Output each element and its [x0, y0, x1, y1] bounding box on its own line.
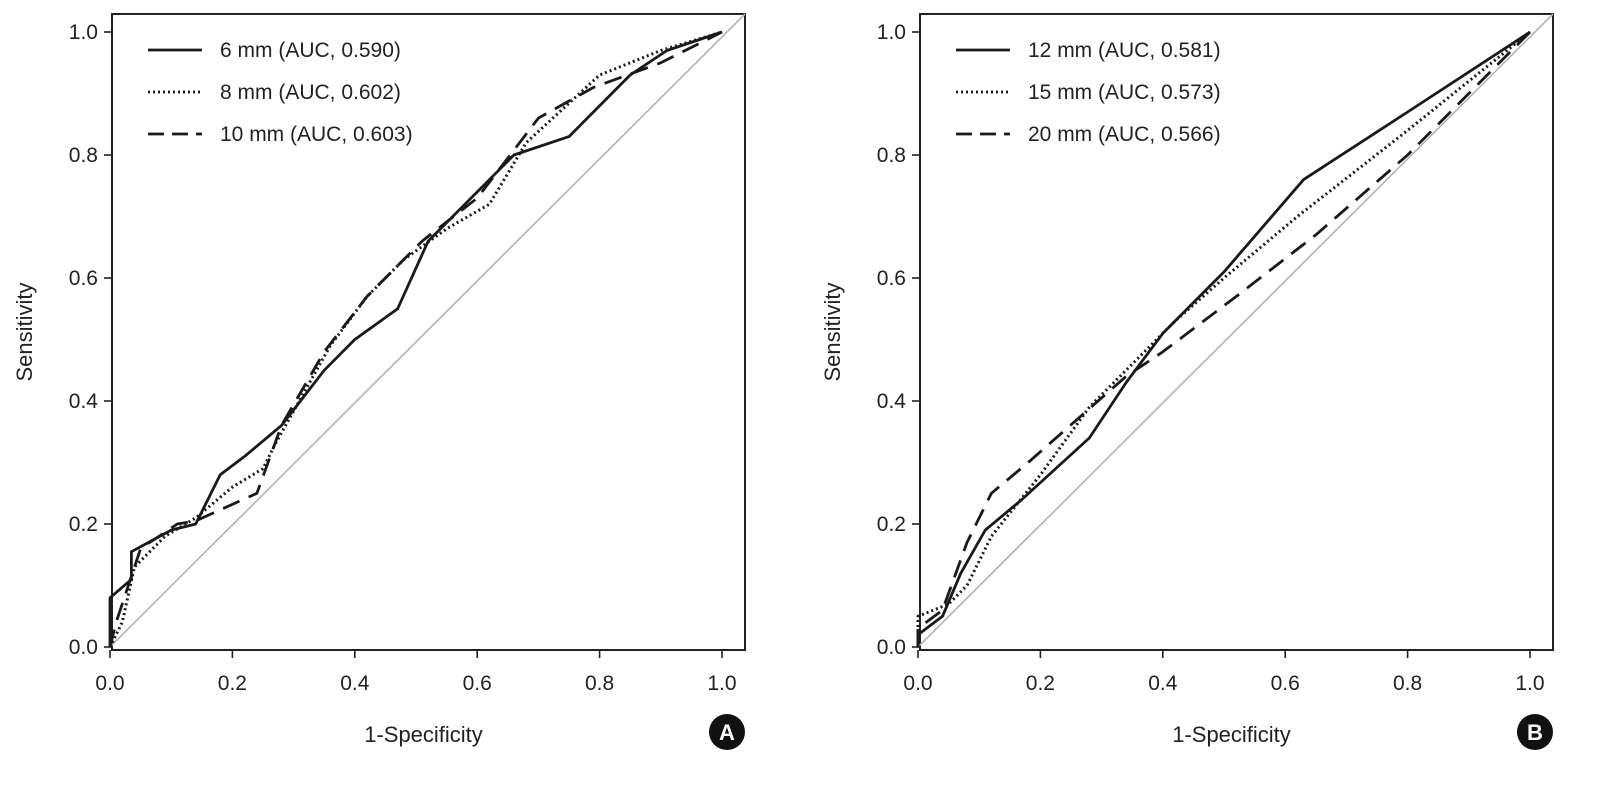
legend-label: 20 mm (AUC, 0.566) [1028, 123, 1221, 146]
x-tick-label: 0.2 [218, 672, 247, 695]
reference-diagonal [109, 13, 746, 648]
roc-series-line-solid [916, 30, 1531, 647]
plot-frame [111, 13, 746, 651]
y-tick-label: 0.6 [69, 267, 98, 290]
x-tick-label: 0.6 [463, 672, 492, 695]
x-axis-title: 1-Specificity [1172, 722, 1291, 747]
y-tick-label: 0.2 [69, 513, 98, 536]
x-tick-label: 0.8 [585, 672, 614, 695]
x-tick-label: 0.6 [1271, 672, 1300, 695]
y-tick-label: 0.0 [877, 636, 906, 659]
y-tick-label: 0.0 [69, 636, 98, 659]
panel-a: 0.0 0.2 0.4 0.6 0.8 1.0 0.0 0.2 0.4 0.6 0.8 1.0 1-Sp… [12, 13, 746, 750]
legend-label: 8 mm (AUC, 0.602) [220, 81, 401, 104]
x-tick-label: 0.2 [1026, 672, 1055, 695]
legend-label: 10 mm (AUC, 0.603) [220, 123, 413, 146]
x-tick-label: 0.4 [340, 672, 370, 695]
panel-badge [1517, 714, 1553, 750]
y-tick-label: 1.0 [877, 21, 906, 44]
panel-badge-label: A [719, 720, 735, 745]
roc-series-line-solid [108, 30, 723, 647]
plot-frame [919, 13, 1554, 651]
y-tick-label: 0.2 [877, 513, 906, 536]
panel-badge-label: B [1527, 720, 1543, 745]
x-tick-label: 0.0 [903, 672, 932, 695]
x-tick-label: 0.0 [95, 672, 124, 695]
x-tick-label: 1.0 [1515, 672, 1544, 695]
y-tick-label: 0.6 [877, 267, 906, 290]
y-axis-title: Sensitivity [12, 282, 37, 381]
panel-b: 0.0 0.2 0.4 0.6 0.8 1.0 0.0 0.2 0.4 0.6 0.8 1.0 1-Sp… [820, 13, 1554, 750]
y-tick-label: 0.8 [69, 144, 98, 167]
roc-series-line-dashed [108, 30, 723, 648]
x-tick-label: 0.4 [1148, 672, 1178, 695]
legend-label: 15 mm (AUC, 0.573) [1028, 81, 1221, 104]
y-tick-label: 0.8 [877, 144, 906, 167]
x-axis-title: 1-Specificity [364, 722, 483, 747]
legend-label: 12 mm (AUC, 0.581) [1028, 39, 1221, 62]
panel-badge [709, 714, 745, 750]
legend-label: 6 mm (AUC, 0.590) [220, 39, 401, 62]
y-tick-label: 0.4 [877, 390, 907, 413]
y-tick-label: 0.4 [69, 390, 99, 413]
x-tick-label: 1.0 [707, 672, 736, 695]
y-axis-title: Sensitivity [820, 282, 845, 381]
x-tick-label: 0.8 [1393, 672, 1422, 695]
roc-series-line-dashed [916, 31, 1531, 647]
roc-series-line-dotted [916, 30, 1531, 647]
reference-diagonal [917, 13, 1554, 648]
y-tick-label: 1.0 [69, 21, 98, 44]
